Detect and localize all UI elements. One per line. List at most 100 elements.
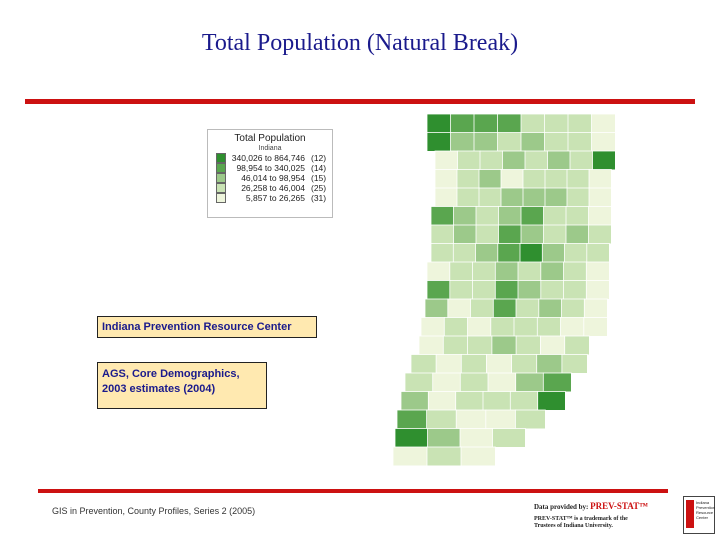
county-region xyxy=(450,132,475,152)
legend-row: 340,026 to 864,746 (12) xyxy=(216,153,332,163)
county-region xyxy=(453,224,477,245)
legend-row: 26,258 to 46,004 (25) xyxy=(216,183,332,193)
legend-swatch xyxy=(216,193,226,203)
legend-count: (25) xyxy=(311,183,327,193)
county-region xyxy=(497,243,521,263)
county-region xyxy=(475,206,500,226)
data-source-box: AGS, Core Demographics, 2003 estimates (… xyxy=(97,362,267,409)
county-region xyxy=(486,354,513,374)
county-region xyxy=(450,114,475,134)
county-region xyxy=(426,132,452,152)
county-region xyxy=(515,298,540,319)
county-region xyxy=(418,335,445,356)
county-region xyxy=(459,372,489,393)
county-region xyxy=(561,354,588,374)
county-region xyxy=(541,243,566,263)
county-region xyxy=(498,224,522,245)
county-region xyxy=(427,391,457,411)
county-region xyxy=(591,132,615,152)
county-region xyxy=(540,280,565,300)
legend-subtitle: Indiana xyxy=(258,145,282,152)
county-region xyxy=(449,261,474,282)
legend-range: 26,258 to 46,004 xyxy=(241,183,305,193)
county-region xyxy=(511,354,538,374)
credit-brand: PREV-STAT™ xyxy=(590,501,649,511)
county-region xyxy=(473,132,499,152)
county-region xyxy=(490,317,515,337)
county-region xyxy=(520,114,546,134)
county-region xyxy=(426,114,452,134)
county-region xyxy=(560,317,585,337)
county-region xyxy=(475,243,499,263)
county-region xyxy=(404,372,434,393)
county-region xyxy=(543,224,567,245)
county-region xyxy=(479,150,504,171)
county-region xyxy=(470,298,495,319)
county-region xyxy=(430,243,455,263)
county-region xyxy=(536,354,563,374)
county-region xyxy=(491,335,518,356)
map-legend: Total Population Indiana 340,026 to 864,… xyxy=(207,129,333,218)
county-region xyxy=(472,280,497,300)
county-region xyxy=(456,169,480,189)
data-source-line-2: 2003 estimates (2004) xyxy=(102,383,216,395)
county-region xyxy=(515,372,545,393)
county-region xyxy=(459,428,494,448)
county-region xyxy=(543,206,567,226)
county-region xyxy=(583,317,608,337)
county-region xyxy=(540,261,565,282)
county-region xyxy=(513,317,539,337)
county-region xyxy=(547,150,571,171)
legend-range: 98,954 to 340,025 xyxy=(236,163,305,173)
county-region xyxy=(542,372,572,393)
legend-range: 340,026 to 864,746 xyxy=(231,153,305,163)
credit-trademark: PREV-STAT™ is a trademark of the Trustee… xyxy=(534,516,628,529)
county-region xyxy=(544,187,568,208)
county-region xyxy=(456,187,480,208)
county-region xyxy=(561,298,586,319)
county-region xyxy=(482,391,512,411)
county-region xyxy=(460,446,496,467)
county-region xyxy=(565,206,590,226)
county-region xyxy=(567,132,593,152)
slide-title: Total Population (Natural Break) xyxy=(201,30,519,56)
county-region xyxy=(515,335,542,356)
county-region xyxy=(443,317,469,337)
top-divider xyxy=(25,99,695,104)
county-region xyxy=(519,243,544,263)
county-region xyxy=(588,187,612,208)
county-region xyxy=(566,187,590,208)
legend-swatch xyxy=(216,183,226,193)
county-region xyxy=(588,224,612,245)
county-region xyxy=(514,409,546,430)
county-region xyxy=(434,187,458,208)
county-region xyxy=(449,280,474,300)
county-region xyxy=(585,280,610,300)
county-region xyxy=(467,317,492,337)
county-region xyxy=(430,206,455,226)
county-region xyxy=(538,298,563,319)
county-region xyxy=(563,280,588,300)
county-region xyxy=(509,391,539,411)
county-region xyxy=(537,391,566,411)
county-region xyxy=(569,150,594,171)
county-region xyxy=(497,132,522,152)
legend-count: (12) xyxy=(311,153,327,163)
county-region xyxy=(455,391,484,411)
county-region xyxy=(400,391,430,411)
legend-range: 5,857 to 26,265 xyxy=(245,193,305,203)
county-region xyxy=(585,261,610,282)
county-region xyxy=(457,150,481,171)
county-region xyxy=(520,224,545,245)
county-region xyxy=(588,206,612,226)
county-region xyxy=(517,280,542,300)
indiana-county-map xyxy=(392,114,615,467)
county-region xyxy=(487,372,517,393)
county-region xyxy=(392,446,428,467)
county-region xyxy=(478,187,502,208)
county-region xyxy=(485,409,517,430)
county-region xyxy=(591,114,615,134)
county-region xyxy=(539,335,566,356)
county-region xyxy=(447,298,472,319)
county-region xyxy=(564,335,590,356)
